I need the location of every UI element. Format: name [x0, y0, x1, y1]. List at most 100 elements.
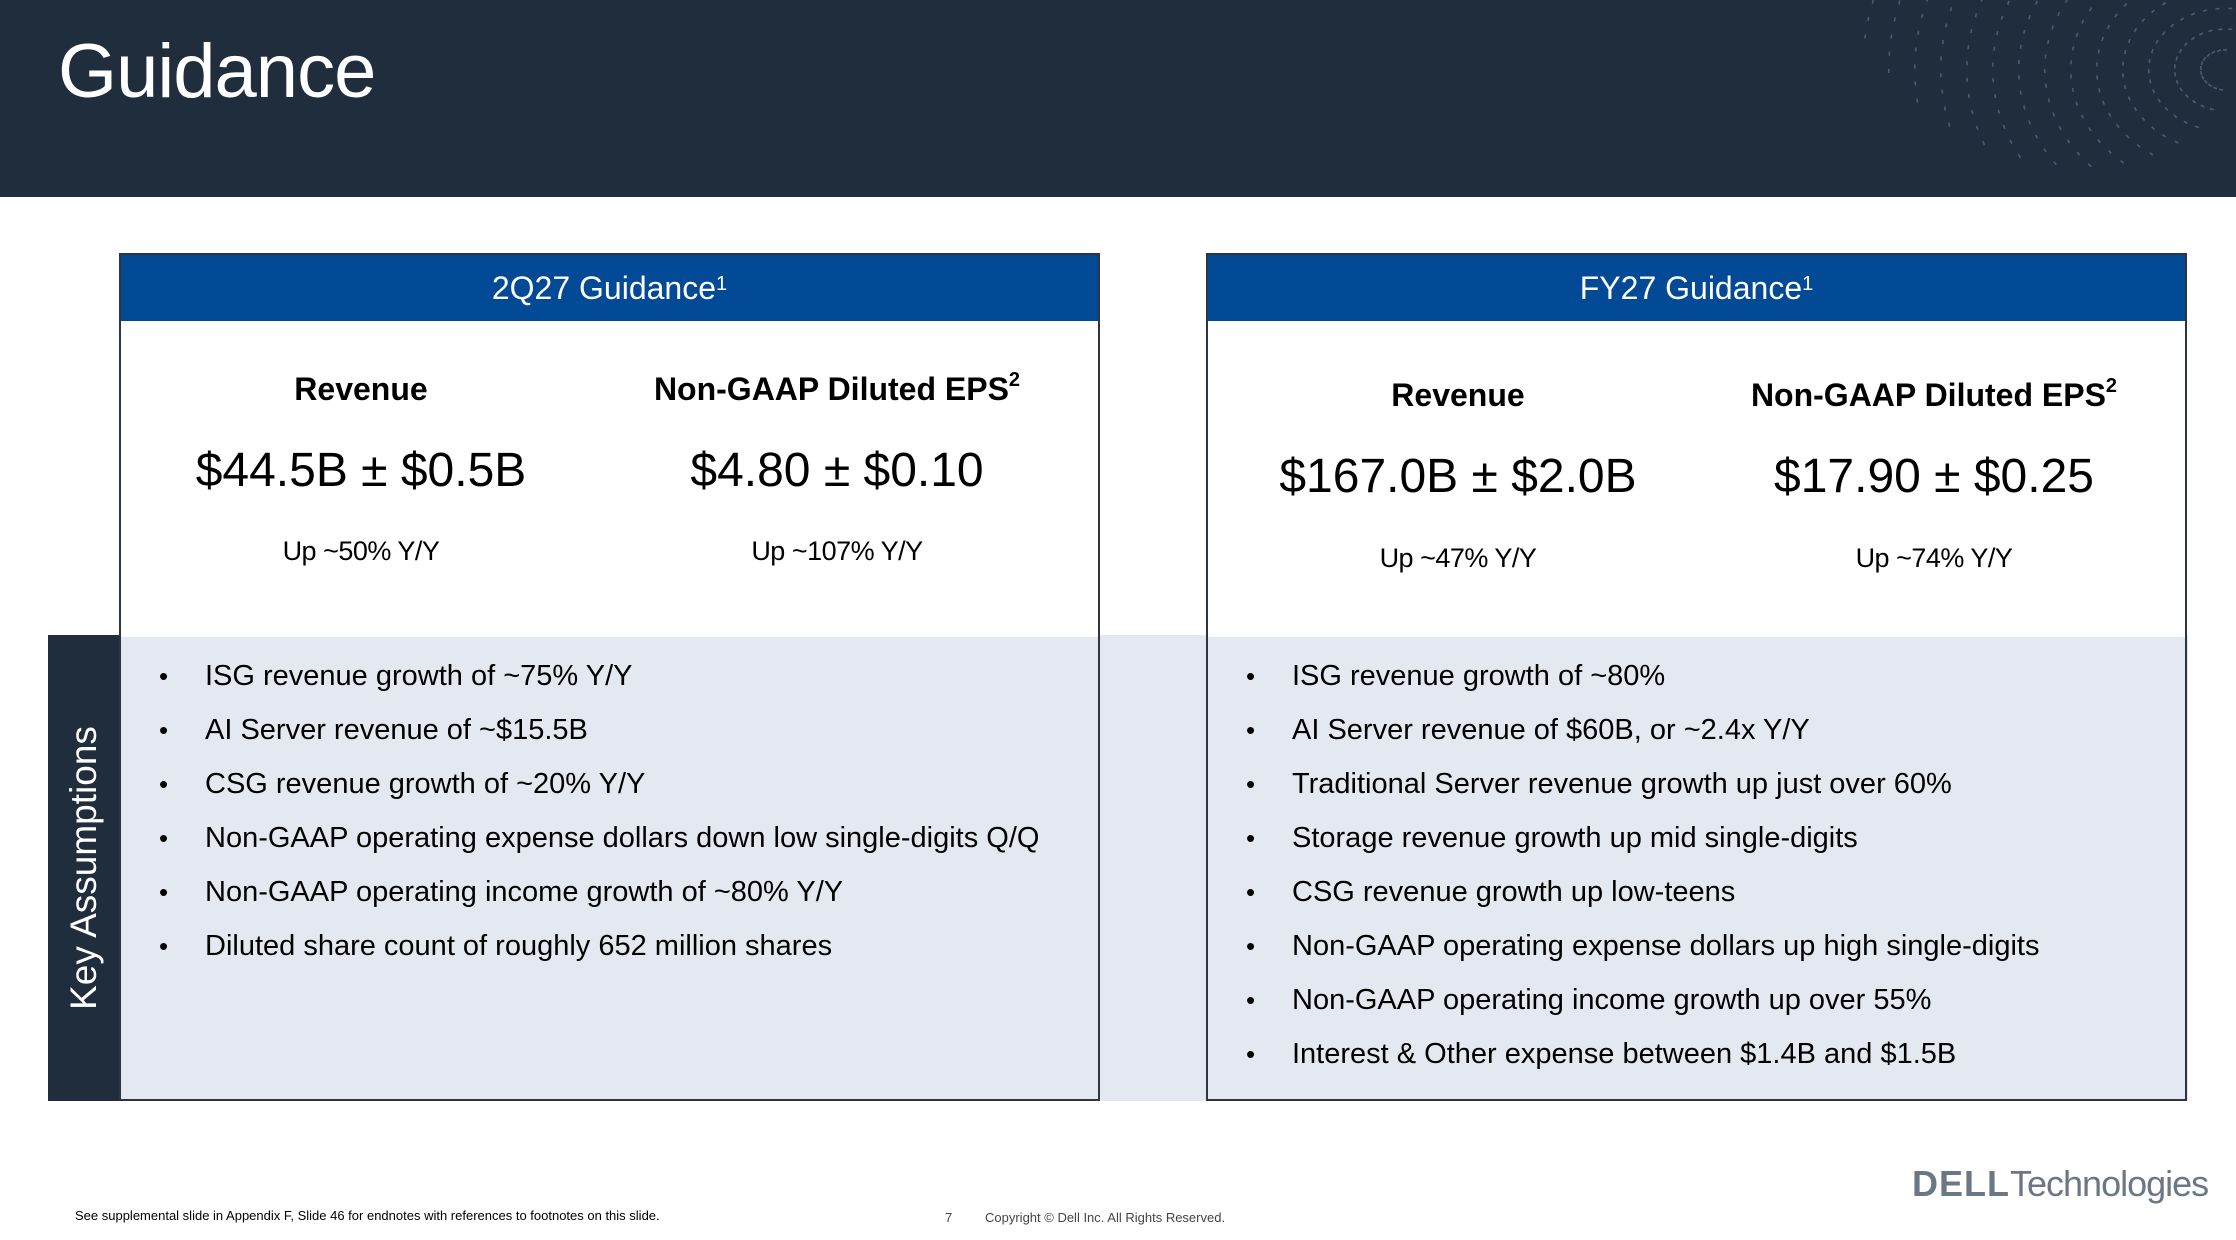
metric-label: Revenue	[294, 371, 428, 407]
pattern-dot	[2080, 114, 2084, 119]
guidance-panel-fy27: FY27 Guidance 1 Revenue $167.0B ± $2.0B U…	[1206, 253, 2187, 1101]
pattern-dot	[1887, 68, 1890, 73]
dell-technologies-logo: DELLTechnologies	[1912, 1163, 2209, 1205]
pattern-dot	[2213, 86, 2218, 90]
pattern-dot	[2065, 0, 2069, 3]
pattern-dot	[2192, 99, 2197, 104]
pattern-dot	[1975, 125, 1979, 130]
pattern-dot	[2200, 66, 2202, 70]
pattern-dot	[1980, 0, 1984, 2]
pattern-dot	[2216, 49, 2222, 53]
pattern-dot	[2150, 49, 2154, 54]
pattern-dot	[1982, 141, 1986, 146]
pattern-dot	[2097, 49, 2100, 54]
pattern-dot	[2108, 112, 2112, 117]
pattern-dot	[1864, 34, 1867, 39]
pattern-dot	[2203, 79, 2208, 84]
bullet-icon: •	[1246, 661, 1256, 691]
pattern-dot	[2149, 152, 2154, 156]
bullet-icon: •	[159, 877, 169, 907]
pattern-dot	[2222, 48, 2227, 51]
pattern-dot	[2164, 106, 2169, 111]
pattern-dot	[1993, 46, 1996, 51]
pattern-dot	[2173, 114, 2178, 119]
pattern-dot	[1974, 13, 1978, 18]
list-item: • Non-GAAP operating income growth up ove…	[1246, 973, 2039, 1027]
pattern-dot	[2075, 101, 2079, 106]
pattern-dot	[1992, 78, 1995, 83]
pattern-dot	[2017, 153, 2022, 159]
pattern-dot	[1970, 29, 1973, 34]
pattern-dot	[2053, 161, 2057, 166]
pattern-dot	[1967, 45, 1970, 50]
pattern-dot	[2072, 46, 2075, 51]
list-item: • Traditional Server revenue growth up ju…	[1246, 757, 2039, 811]
pattern-dot	[2101, 36, 2104, 42]
pattern-dot	[2218, 28, 2223, 31]
pattern-dot	[2149, 79, 2152, 84]
footnote-marker: 2	[2105, 375, 2118, 398]
pattern-dot	[2200, 104, 2205, 108]
pattern-dot	[2125, 134, 2130, 139]
pattern-dot	[2147, 69, 2150, 74]
pattern-dot	[2203, 56, 2207, 62]
pattern-dot	[2190, 12, 2196, 16]
pattern-dot	[2102, 100, 2106, 105]
header-bar: Guidance	[0, 0, 2236, 197]
metric-value: $44.5B ± $0.5B	[195, 444, 527, 497]
assumptions-area: • ISG revenue growth of ~75% Y/Y • AI Serv…	[121, 637, 1098, 1099]
pattern-dot	[2200, 61, 2204, 66]
pattern-dot	[2136, 143, 2141, 148]
footnote-text: See supplemental slide in Appendix F, Sl…	[75, 1208, 660, 1223]
pattern-dot	[2043, 69, 2046, 74]
pattern-dot	[2023, 29, 2026, 34]
pattern-dot	[2179, 17, 2185, 21]
pattern-dot	[2006, 0, 2010, 5]
footnote-marker: 2	[1008, 369, 1021, 392]
pattern-dot	[2170, 23, 2175, 28]
bullet-icon: •	[1246, 877, 1256, 907]
metric-label: Non-GAAP Diluted EPS2	[1750, 375, 2118, 413]
pattern-dot	[1992, 62, 1994, 67]
pattern-dot	[2018, 75, 2020, 80]
metric-value: $167.0B ± $2.0B	[1279, 450, 1637, 503]
pattern-dot	[2058, 125, 2062, 131]
dot-pattern-decoration	[1864, 0, 2233, 168]
pattern-dot	[2019, 90, 2022, 95]
bullet-icon: •	[159, 823, 169, 853]
logo-brand: DELL	[1912, 1163, 2010, 1204]
pattern-dot	[2075, 32, 2079, 38]
pattern-dot	[2106, 24, 2110, 30]
key-assumptions-tab: Key Assumptions	[48, 635, 119, 1101]
pattern-dot	[2123, 85, 2127, 90]
pattern-dot	[2228, 7, 2233, 10]
pattern-dot	[1914, 47, 1917, 52]
pattern-dot	[1916, 98, 1919, 103]
pattern-dot	[2162, 1, 2167, 6]
pattern-dot	[2141, 117, 2146, 122]
guidance-panel-2q27: 2Q27 Guidance 1 Revenue $44.5B ± $0.5B Up…	[119, 253, 1100, 1101]
key-assumptions-label: Key Assumptions	[62, 726, 104, 1010]
metric-change: Up ~107% Y/Y	[751, 536, 923, 566]
pattern-dot	[1917, 30, 1920, 35]
pattern-dot	[2175, 56, 2179, 61]
pattern-dot	[2097, 139, 2101, 144]
footnote-marker: 1	[716, 272, 728, 295]
pattern-dot	[1994, 94, 1997, 99]
metric-label: Non-GAAP Diluted EPS2	[653, 369, 1021, 407]
footnote-marker: 1	[1802, 272, 1814, 295]
pattern-dot	[2114, 13, 2118, 18]
pattern-dot	[1947, 122, 1951, 127]
pattern-dot	[1941, 39, 1944, 45]
pattern-dot	[2081, 19, 2085, 24]
pattern-dot	[2028, 14, 2031, 20]
pattern-dot	[2184, 94, 2189, 99]
list-item: • Non-GAAP operating income growth of ~80…	[159, 865, 1039, 919]
pattern-dot	[1967, 93, 1970, 98]
pattern-dot	[1941, 89, 1944, 94]
pattern-dot	[2071, 87, 2075, 92]
pattern-dot	[1893, 17, 1896, 22]
copyright-text: Copyright © Dell Inc. All Rights Reserve…	[985, 1210, 1226, 1225]
pattern-dot	[2043, 148, 2047, 153]
pattern-dot	[2206, 53, 2211, 58]
